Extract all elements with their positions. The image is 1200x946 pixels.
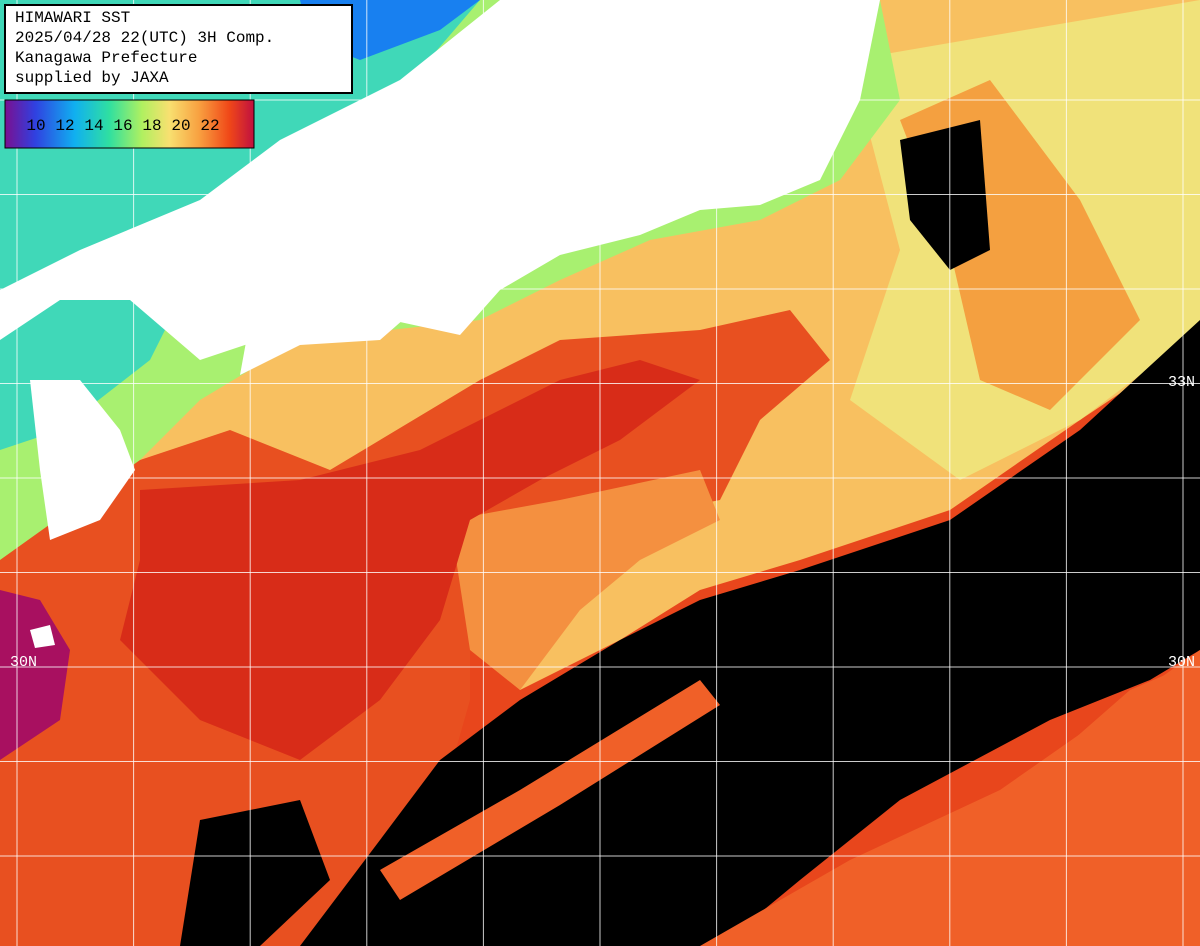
land-island [30,625,55,648]
latitude-label: 33N [1168,374,1195,391]
info-box-frame [4,4,353,94]
info-line: HIMAWARI SST [15,9,130,27]
latitude-labels: 30N 33N 30N [10,374,1195,671]
legend-label: 12 [55,117,74,135]
latitude-label: 30N [1168,654,1195,671]
sea-streak [380,680,720,900]
land [0,0,880,648]
legend-label: 10 [26,117,45,135]
land-kyushu [30,380,135,540]
sea-orange-tongue [450,470,720,690]
color-legend: 10 12 14 16 18 20 22 [4,99,255,149]
legend-label: 22 [200,117,219,135]
legend-label: 16 [113,117,132,135]
legend-label: 18 [142,117,161,135]
sea-under-cloud [380,650,1200,946]
sea-deep-red [120,360,700,760]
sea-streak [1050,660,1200,760]
legend-scale [4,99,255,149]
land-honshu [0,0,880,360]
legend-label: 14 [84,117,103,135]
cloud-patch [180,800,330,946]
legend-label: 20 [171,117,190,135]
info-line: 2025/04/28 22(UTC) 3H Comp. [15,29,274,47]
info-box: HIMAWARI SST 2025/04/28 22(UTC) 3H Comp.… [4,4,353,94]
info-line: supplied by JAXA [15,69,169,87]
land-shikoku [240,280,420,375]
sea-orange-southeast [700,650,1200,946]
info-line: Kanagawa Prefecture [15,49,197,67]
latitude-label: 30N [10,654,37,671]
